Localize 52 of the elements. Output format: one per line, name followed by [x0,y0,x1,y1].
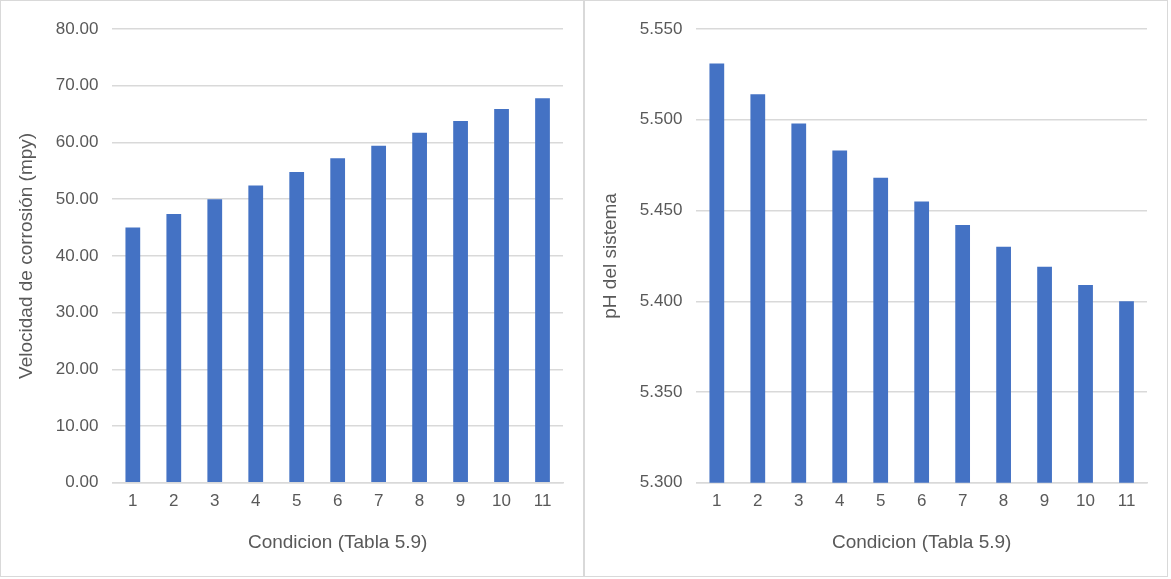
x-tick-label: 1 [128,490,138,510]
x-tick-label: 1 [712,490,722,510]
x-tick-label: 11 [1117,490,1136,510]
x-tick-label: 10 [492,490,512,510]
x-tick-label: 7 [957,490,968,510]
bar [453,120,468,483]
x-tick-label: 3 [794,490,804,510]
x-tick-label: 9 [1039,490,1050,510]
x-axis-title: Condicion (Tabla 5.9) [831,530,1012,552]
x-tick-label: 2 [169,490,179,510]
bar [535,98,550,483]
x-tick-label: 4 [251,490,261,510]
bar [371,145,387,483]
y-tick-label: 20.00 [55,359,99,379]
bar [412,132,427,483]
y-tick-label: 5.550 [639,18,683,38]
x-tick-label: 2 [753,490,763,510]
y-tick-label: 40.00 [55,245,99,265]
bar [289,171,305,483]
x-tick-label: 7 [373,490,384,510]
x-axis-title: Condicion (Tabla 5.9) [247,530,428,552]
y-tick-label: 5.500 [639,109,683,129]
y-tick-label: 60.00 [55,132,99,152]
bar [330,158,346,483]
x-tick-label: 5 [291,490,302,510]
y-tick-label: 0.00 [65,472,99,492]
y-tick-label: 30.00 [55,302,99,322]
x-tick-label: 11 [533,490,552,510]
x-tick-label: 8 [414,490,425,510]
x-tick-label: 8 [998,490,1009,510]
x-tick-label: 3 [210,490,220,510]
x-tick-label: 5 [875,490,886,510]
y-tick-label: 80.00 [55,18,99,38]
bar [248,185,264,483]
y-axis-title: Velocidad de corrosión (mpy) [14,132,36,379]
bar [166,213,182,483]
x-tick-label: 10 [1076,490,1096,510]
x-tick-label: 6 [332,490,343,510]
bar [207,199,223,483]
y-tick-label: 5.350 [639,381,683,401]
y-tick-label: 50.00 [55,188,99,208]
x-tick-label: 4 [835,490,845,510]
bar [125,227,141,483]
y-tick-label: 5.300 [639,472,683,492]
y-tick-label: 5.450 [639,200,683,220]
y-tick-label: 10.00 [55,415,99,435]
y-axis-title: pH del sistema [598,192,620,319]
x-tick-label: 6 [916,490,927,510]
x-tick-label: 9 [455,490,466,510]
y-tick-label: 5.400 [639,290,683,310]
y-tick-label: 70.00 [55,75,99,95]
bar [494,108,509,483]
